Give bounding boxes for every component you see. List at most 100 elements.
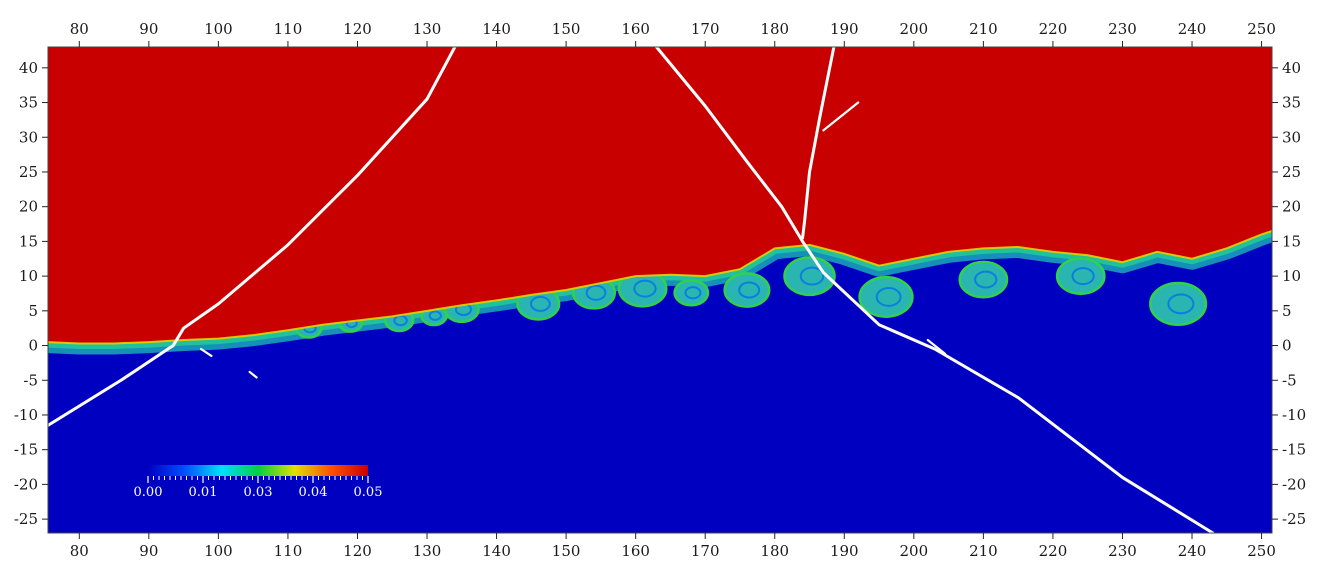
y-tick-label-left: 20 xyxy=(19,198,38,216)
y-tick-label-left: -15 xyxy=(14,441,38,459)
x-tick-label-top: 200 xyxy=(900,20,929,38)
contour-line-7 xyxy=(248,370,258,379)
x-tick-label-bottom: 220 xyxy=(1039,542,1068,560)
x-tick-label-bottom: 110 xyxy=(274,542,303,560)
colorbar-tick-label: 0.04 xyxy=(299,485,328,500)
vortex-9 xyxy=(673,279,710,307)
y-tick-label-right: 25 xyxy=(1282,163,1301,181)
y-tick-label-right: 35 xyxy=(1282,94,1301,112)
contour-line-3 xyxy=(801,47,836,240)
plot-frame xyxy=(47,46,1273,534)
y-tick-label-right: -5 xyxy=(1282,371,1297,389)
contour-line-5 xyxy=(926,338,947,355)
x-tick-label-bottom: 140 xyxy=(482,542,511,560)
colorbar-gradient xyxy=(148,465,368,476)
vortex-core-6 xyxy=(529,295,551,312)
x-tick-label-bottom: 150 xyxy=(552,542,581,560)
x-tick-label-bottom: 80 xyxy=(70,542,89,560)
x-tick-label-top: 110 xyxy=(274,20,303,38)
vortex-core-14 xyxy=(1071,267,1095,286)
contour-line-6 xyxy=(199,347,213,358)
colorbar-tick-label: 0.01 xyxy=(189,485,218,500)
y-tick-label-right: 30 xyxy=(1282,128,1301,146)
vortex-core-10 xyxy=(738,281,761,299)
x-tick-label-top: 150 xyxy=(552,20,581,38)
x-tick-label-bottom: 160 xyxy=(621,542,650,560)
y-tick-label-left: 5 xyxy=(28,302,38,320)
x-tick-label-bottom: 240 xyxy=(1178,542,1207,560)
contour-line-1 xyxy=(48,47,457,427)
vortex-14 xyxy=(1055,257,1106,296)
colorbar-tick-label: 0.05 xyxy=(354,485,383,500)
x-tick-label-top: 210 xyxy=(969,20,998,38)
field-layer xyxy=(48,47,1272,533)
vortex-core-15 xyxy=(1167,293,1195,315)
y-tick-label-left: 15 xyxy=(19,232,38,250)
y-tick-label-left: -20 xyxy=(14,475,38,493)
vortex-core-4 xyxy=(428,310,442,321)
x-tick-label-bottom: 190 xyxy=(830,542,859,560)
x-tick-label-top: 230 xyxy=(1108,20,1137,38)
x-tick-label-top: 100 xyxy=(204,20,233,38)
x-tick-label-bottom: 120 xyxy=(343,542,372,560)
upper-region xyxy=(48,47,1272,344)
contour-layer xyxy=(48,47,1215,533)
x-tick-label-bottom: 200 xyxy=(900,542,929,560)
contour-line-2 xyxy=(655,47,1215,533)
x-tick-label-top: 90 xyxy=(139,20,158,38)
x-tick-label-top: 220 xyxy=(1039,20,1068,38)
x-tick-label-top: 180 xyxy=(760,20,789,38)
vortex-12 xyxy=(858,275,914,318)
x-tick-label-top: 130 xyxy=(413,20,442,38)
y-tick-label-right: -10 xyxy=(1282,406,1306,424)
axes-layer: 8080909010010011011012012013013014014015… xyxy=(14,20,1306,560)
colorbar-tick-label: 0.03 xyxy=(244,485,273,500)
x-tick-label-top: 240 xyxy=(1178,20,1207,38)
x-tick-label-top: 250 xyxy=(1247,20,1276,38)
x-tick-label-top: 170 xyxy=(691,20,720,38)
y-tick-label-right: 15 xyxy=(1282,232,1301,250)
y-tick-label-left: 0 xyxy=(28,337,38,355)
x-tick-label-bottom: 230 xyxy=(1108,542,1137,560)
x-tick-label-bottom: 130 xyxy=(413,542,442,560)
y-tick-label-left: -10 xyxy=(14,406,38,424)
x-tick-label-bottom: 170 xyxy=(691,542,720,560)
x-tick-label-top: 120 xyxy=(343,20,372,38)
y-tick-label-left: 40 xyxy=(19,59,38,77)
y-tick-label-left: -25 xyxy=(14,510,38,528)
vortex-core-8 xyxy=(633,279,657,298)
y-tick-label-left: 10 xyxy=(19,267,38,285)
x-tick-label-bottom: 100 xyxy=(204,542,233,560)
y-tick-label-left: -5 xyxy=(23,371,38,389)
vortex-core-11 xyxy=(799,266,825,286)
interface-edge xyxy=(48,230,1272,345)
x-tick-label-bottom: 210 xyxy=(969,542,998,560)
y-tick-label-right: -15 xyxy=(1282,441,1306,459)
x-tick-label-top: 160 xyxy=(621,20,650,38)
x-tick-label-top: 190 xyxy=(830,20,859,38)
vortex-core-9 xyxy=(684,286,702,300)
vortex-core-12 xyxy=(875,287,902,307)
x-tick-label-top: 140 xyxy=(482,20,511,38)
x-tick-label-bottom: 180 xyxy=(760,542,789,560)
y-tick-label-right: 10 xyxy=(1282,267,1301,285)
y-tick-label-right: -20 xyxy=(1282,475,1306,493)
vortex-15 xyxy=(1149,281,1208,326)
vortex-core-13 xyxy=(974,270,998,289)
y-tick-label-left: 25 xyxy=(19,163,38,181)
y-tick-label-right: -25 xyxy=(1282,510,1306,528)
y-tick-label-left: 30 xyxy=(19,128,38,146)
y-tick-label-right: 40 xyxy=(1282,59,1301,77)
contour-line-4 xyxy=(822,101,860,132)
vortex-13 xyxy=(958,260,1009,299)
y-tick-label-right: 20 xyxy=(1282,198,1301,216)
vortex-core-7 xyxy=(585,284,607,301)
x-tick-label-top: 80 xyxy=(70,20,89,38)
x-tick-label-bottom: 90 xyxy=(139,542,158,560)
y-tick-label-right: 0 xyxy=(1282,337,1292,355)
colorbar: 0.00 0.01 0.03 0.04 0.05 xyxy=(134,465,383,500)
y-tick-label-left: 35 xyxy=(19,94,38,112)
vortex-11 xyxy=(783,256,836,297)
x-tick-label-bottom: 250 xyxy=(1247,542,1276,560)
